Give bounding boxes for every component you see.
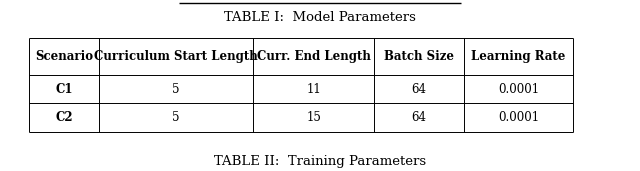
Text: 64: 64 [412,111,427,124]
Text: Curriculum Start Length: Curriculum Start Length [94,50,258,63]
Text: TABLE II:  Training Parameters: TABLE II: Training Parameters [214,155,426,168]
Text: TABLE I:  Model Parameters: TABLE I: Model Parameters [224,11,416,24]
Text: Batch Size: Batch Size [384,50,454,63]
Text: 0.0001: 0.0001 [498,111,539,124]
Text: Scenario: Scenario [35,50,93,63]
Text: 64: 64 [412,83,427,96]
Text: C2: C2 [55,111,73,124]
Text: Learning Rate: Learning Rate [471,50,566,63]
Text: 15: 15 [306,111,321,124]
Text: 5: 5 [172,83,180,96]
Text: 0.0001: 0.0001 [498,83,539,96]
Text: 5: 5 [172,111,180,124]
Text: Curr. End Length: Curr. End Length [257,50,371,63]
Text: C1: C1 [55,83,73,96]
Text: 11: 11 [306,83,321,96]
